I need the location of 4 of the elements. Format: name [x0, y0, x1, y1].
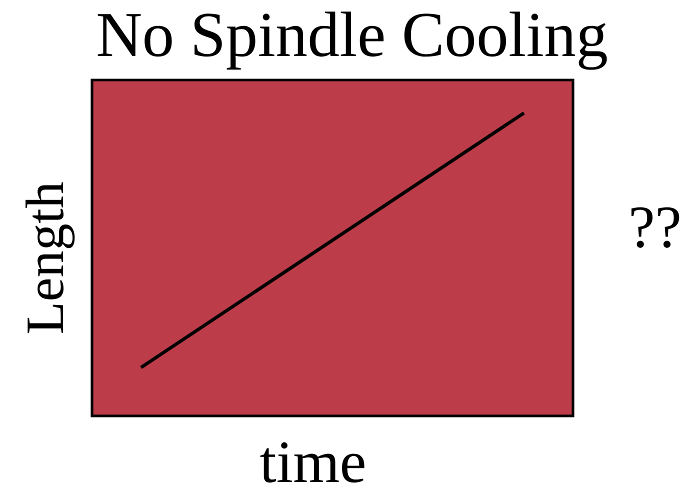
- x-axis-title: time: [260, 442, 364, 483]
- chart-title: No Spindle Cooling: [98, 12, 607, 70]
- text: ??: [631, 207, 680, 248]
- y-axis-title: Length: [26, 182, 75, 333]
